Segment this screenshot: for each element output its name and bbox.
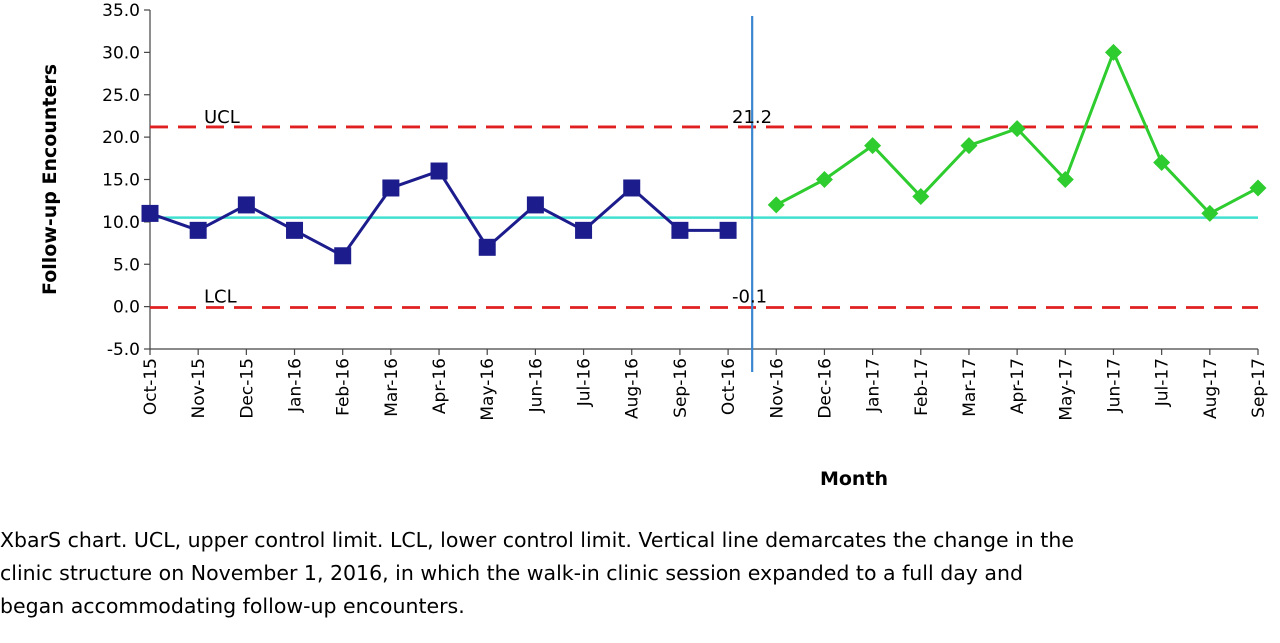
series-1-point	[189, 221, 207, 239]
x-tick-label: Jul-16	[575, 358, 595, 407]
y-tick-label: 20.0	[102, 128, 140, 148]
axes: -5.0 0.0 5.0 10.0 15.0 20.0 25.0 30.0 35.0 Oct-15…	[102, 1, 1269, 421]
reference-lines	[150, 16, 1258, 372]
ucl-value-label: 21.2	[732, 107, 772, 128]
series-2-point	[1249, 179, 1267, 197]
series-2-point	[960, 137, 978, 155]
series-2-point	[767, 196, 785, 214]
x-tick-label: Jun-16	[526, 358, 546, 413]
x-tick-label: Sep-17	[1249, 358, 1269, 418]
x-tick-label: Dec-15	[237, 358, 257, 419]
x-tick-label: Jun-17	[1104, 358, 1124, 413]
x-tick-label: Jul-17	[1153, 358, 1173, 407]
series-2-point	[1201, 204, 1219, 222]
x-tick-label: Aug-16	[623, 358, 643, 419]
caption-line: began accommodating follow-up encounters…	[0, 594, 465, 618]
series-1-point	[430, 162, 448, 180]
y-tick-label: 10.0	[102, 213, 140, 233]
series-1-point	[141, 204, 159, 222]
x-tick-label: Apr-16	[430, 358, 450, 414]
y-axis-title: Follow-up Encounters	[39, 64, 61, 295]
series-2-point	[1104, 43, 1122, 61]
x-tick-label: Dec-16	[815, 358, 835, 419]
y-tick-label: 25.0	[102, 86, 140, 106]
y-tick-label: -5.0	[107, 340, 140, 360]
x-tick-label: Nov-16	[767, 358, 787, 419]
figure-caption: XbarS chart. UCL, upper control limit. L…	[0, 524, 1280, 623]
series-2-point	[1008, 120, 1026, 138]
series-2-point	[1153, 154, 1171, 172]
series-1-line	[149, 169, 729, 258]
x-tick-label: May-17	[1056, 358, 1076, 421]
ucl-label: UCL	[204, 107, 240, 128]
xbars-control-chart: -5.0 0.0 5.0 10.0 15.0 20.0 25.0 30.0 35.0 Oct-15…	[39, 1, 1269, 490]
series-1-point	[623, 179, 641, 197]
x-tick-label: Jan-17	[864, 358, 884, 413]
y-tick-label: 30.0	[102, 43, 140, 63]
x-tick-label: Aug-17	[1201, 358, 1221, 419]
y-tick-label: 5.0	[113, 255, 140, 275]
series-1-point	[478, 238, 496, 256]
series-2-point	[912, 187, 930, 205]
lcl-label: LCL	[204, 286, 237, 307]
series-1-point	[237, 196, 255, 214]
series-1-point	[382, 179, 400, 197]
labels: Follow-up Encounters Month UCL LCL 21.2 -0.1	[39, 64, 888, 490]
x-tick-label: Apr-17	[1008, 358, 1028, 414]
caption-line: XbarS chart. UCL, upper control limit. L…	[0, 528, 1074, 552]
series-1-point	[671, 221, 689, 239]
x-tick-label: Oct-15	[141, 358, 161, 415]
y-tick-label: 15.0	[102, 171, 140, 191]
y-tick-label: 35.0	[102, 1, 140, 21]
x-tick-label: Oct-16	[719, 358, 739, 415]
series-1-point	[719, 221, 737, 239]
x-tick-label: Sep-16	[671, 358, 691, 418]
y-tick-label: 0.0	[113, 298, 140, 318]
lcl-value-label: -0.1	[732, 286, 767, 307]
caption-line: clinic structure on November 1, 2016, in…	[0, 561, 1023, 585]
x-tick-label: Nov-15	[189, 358, 209, 419]
x-tick-label: Feb-17	[912, 358, 932, 416]
series-2-point	[864, 137, 882, 155]
x-axis-title: Month	[820, 468, 888, 490]
x-tick-label: Mar-17	[960, 358, 980, 417]
x-tick-label: Feb-16	[334, 358, 354, 416]
series-2-point	[1056, 171, 1074, 188]
x-tick-label: Mar-16	[382, 358, 402, 417]
series-2-point	[815, 171, 833, 188]
data-series	[141, 43, 1267, 265]
series-1-point	[286, 221, 304, 239]
series-1-point	[334, 247, 352, 265]
series-1-point	[526, 196, 544, 214]
x-tick-label: Jan-16	[286, 358, 306, 413]
x-tick-label: May-16	[478, 358, 498, 421]
series-1-point	[575, 221, 593, 239]
